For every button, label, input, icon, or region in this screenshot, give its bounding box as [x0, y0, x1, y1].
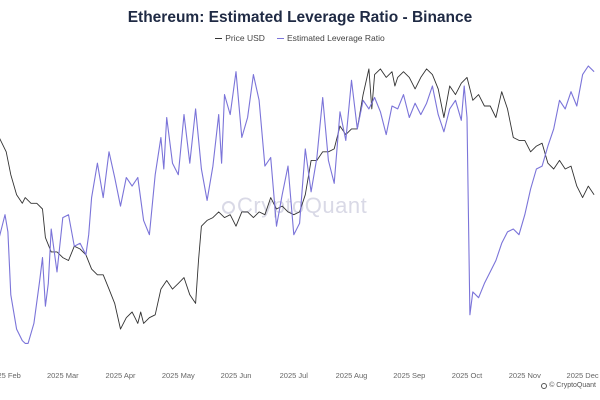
price-line: [0, 68, 595, 330]
x-tick-label: 2025 Mar: [47, 371, 79, 380]
x-tick-label: 2025 Feb: [0, 371, 21, 380]
x-tick-label: 2025 Jul: [280, 371, 309, 380]
legend-swatch-leverage: [276, 37, 284, 39]
chart-title: Ethereum: Estimated Leverage Ratio - Bin…: [127, 9, 473, 26]
series-lines: [0, 65, 595, 344]
x-tick-label: 2025 Dec: [567, 371, 599, 380]
legend-swatch-price: [215, 37, 223, 39]
leverage-ratio-line: [0, 65, 595, 344]
credit-text: © CryptoQuant: [549, 382, 596, 389]
x-tick-label: 2025 May: [162, 371, 195, 380]
legend: Price USD Estimated Leverage Ratio: [0, 33, 600, 43]
legend-label-leverage: Estimated Leverage Ratio: [286, 33, 385, 43]
legend-item-leverage[interactable]: Estimated Leverage Ratio: [276, 33, 385, 43]
legend-label-price: Price USD: [225, 33, 265, 43]
x-axis-ticks: 2025 Feb 2025 Mar 2025 Apr 2025 May 2025 Jun…: [0, 371, 599, 380]
x-tick-label: 2025 Oct: [452, 371, 483, 380]
x-tick-label: 2025 Nov: [509, 371, 541, 380]
x-tick-label: 2025 Sep: [393, 371, 425, 380]
x-tick-label: 2025 Apr: [105, 371, 136, 380]
legend-item-price[interactable]: Price USD: [215, 33, 265, 43]
credit: © CryptoQuant: [541, 382, 596, 389]
cryptoquant-logo-icon: [541, 382, 548, 389]
x-tick-label: 2025 Jun: [221, 371, 252, 380]
x-tick-label: 2025 Aug: [336, 371, 368, 380]
watermark-logo-icon: [222, 201, 235, 214]
